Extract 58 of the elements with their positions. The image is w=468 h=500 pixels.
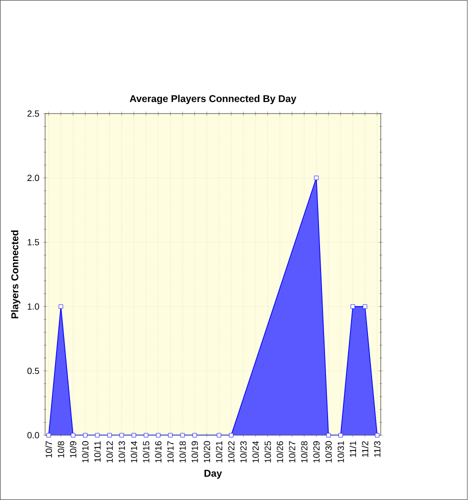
chart-title: Average Players Connected By Day xyxy=(130,94,297,104)
x-tick-label: 10/19 xyxy=(192,441,198,462)
point xyxy=(156,433,161,438)
point xyxy=(58,304,64,309)
x-tick-label: 10/9 xyxy=(70,441,77,458)
x-tick-label: 10/7 xyxy=(46,441,52,458)
x-tick-label: 10/13 xyxy=(118,441,126,462)
x-tick-label: 10/8 xyxy=(58,441,64,458)
point xyxy=(108,433,112,438)
y-tick-label: 0.0 xyxy=(28,432,40,438)
point xyxy=(95,433,100,438)
point xyxy=(314,176,319,180)
x-tick-label: 10/31 xyxy=(338,441,344,462)
y-tick-label: 0.5 xyxy=(28,368,40,374)
point xyxy=(363,304,368,309)
x-tick-label: 10/15 xyxy=(142,441,150,462)
point xyxy=(46,433,52,438)
x-tick-label: 10/23 xyxy=(240,441,247,462)
x-tick-label: 11/2 xyxy=(362,441,368,457)
x-tick-label: 10/11 xyxy=(94,441,101,462)
point xyxy=(144,433,148,438)
point xyxy=(168,433,173,438)
y-axis-title: Players Connected xyxy=(11,230,20,318)
point xyxy=(120,433,124,438)
point xyxy=(375,433,380,438)
x-tick-label: 10/28 xyxy=(301,441,308,462)
x-tick-label: 10/25 xyxy=(264,441,272,462)
x-tick-label: 11/3 xyxy=(374,441,381,457)
x-tick-label: 10/10 xyxy=(82,441,89,462)
point xyxy=(326,433,331,438)
x-tick-label: 11/1 xyxy=(350,441,356,457)
point xyxy=(71,433,76,438)
point xyxy=(180,433,185,438)
x-tick-label: 10/26 xyxy=(276,441,284,462)
x-axis-title: Day xyxy=(204,470,222,479)
x-tick-label: 10/21 xyxy=(216,441,222,462)
x-tick-label: 10/20 xyxy=(204,441,210,462)
point xyxy=(83,433,88,438)
point xyxy=(132,433,136,438)
x-tick-label: 10/30 xyxy=(325,441,332,462)
x-tick-label: 10/29 xyxy=(313,441,320,462)
y-tick-label: 1.0 xyxy=(28,303,40,310)
point xyxy=(192,433,198,438)
y-tick-label: 1.5 xyxy=(28,239,40,246)
y-tick-label: 2.5 xyxy=(28,110,40,117)
x-tick-label: 10/22 xyxy=(228,441,235,462)
x-tick-label: 10/14 xyxy=(130,441,138,462)
x-tick-label: 10/17 xyxy=(167,441,174,462)
x-tick-label: 10/16 xyxy=(155,441,162,462)
x-tick-label: 10/27 xyxy=(288,441,296,462)
x-tick-label: 10/18 xyxy=(179,441,186,462)
point xyxy=(229,433,234,438)
y-tick-label: 2.0 xyxy=(28,174,40,182)
point xyxy=(338,433,344,438)
point xyxy=(350,304,356,309)
point xyxy=(217,433,222,438)
x-tick-label: 10/24 xyxy=(252,441,259,462)
x-tick-label: 10/12 xyxy=(106,441,114,462)
